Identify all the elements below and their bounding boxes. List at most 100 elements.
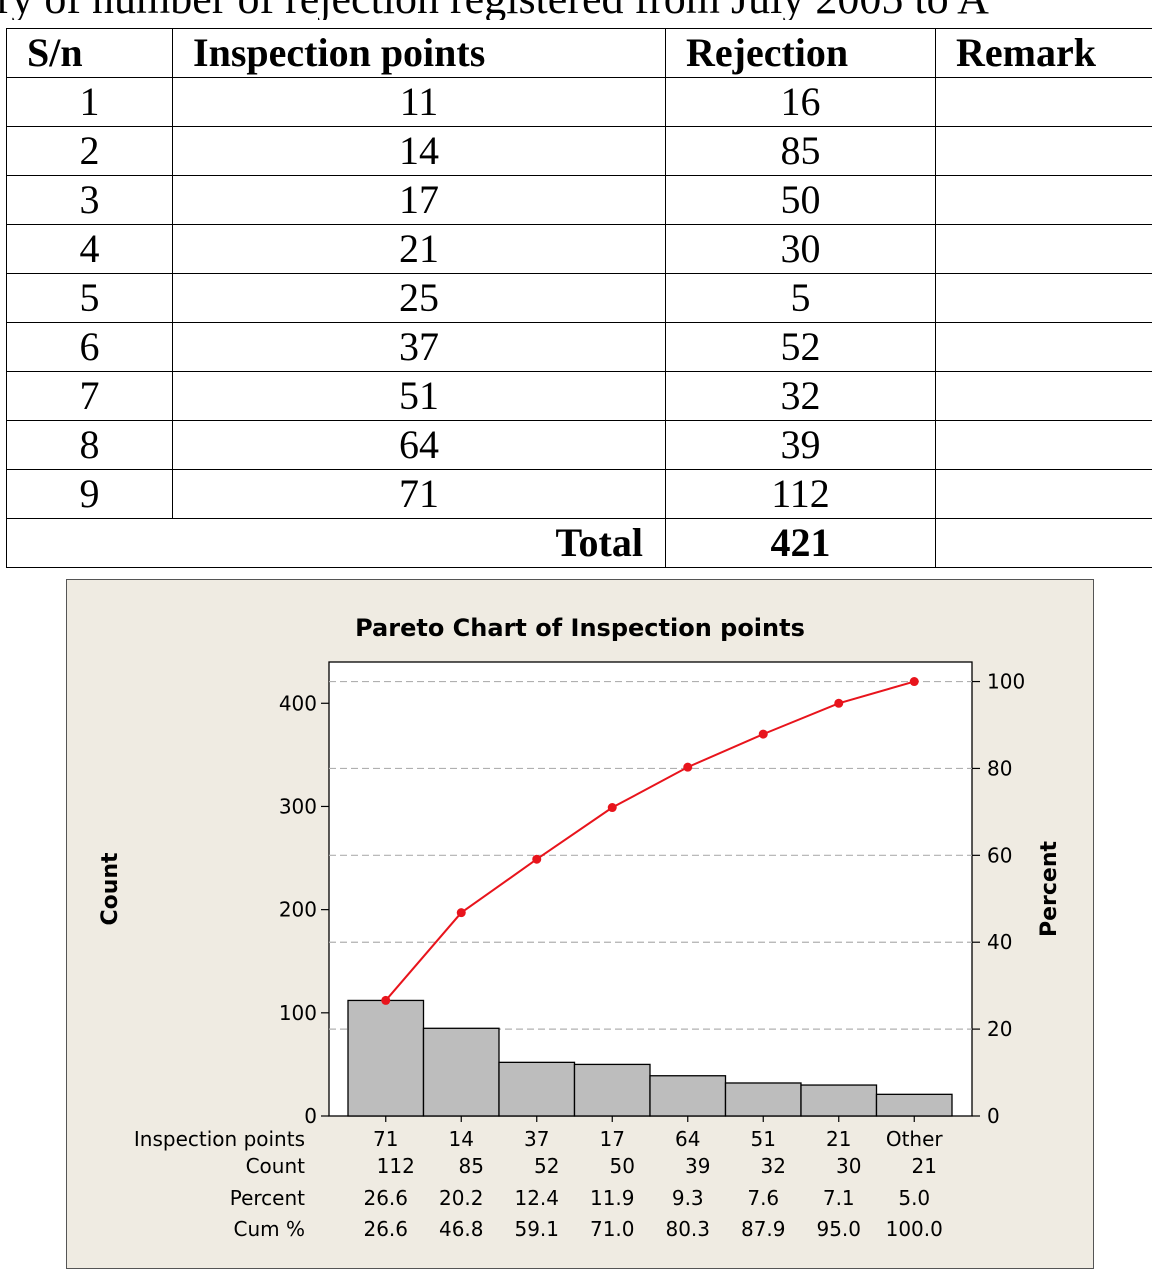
summary-cum-percent-value: 95.0: [816, 1217, 861, 1241]
bar-64: [650, 1076, 726, 1116]
summary-count-value: 85: [459, 1154, 484, 1178]
summary-count-value: 112: [377, 1154, 415, 1178]
cell-remark: [936, 323, 1152, 372]
summary-count-value: 30: [836, 1154, 861, 1178]
cell-sn: 7: [7, 372, 173, 421]
summary-cum-percent-value: 71.0: [590, 1217, 635, 1241]
cell-remark: [936, 421, 1152, 470]
summary-cum-percent-value: 80.3: [665, 1217, 710, 1241]
x-axis-category-label: 71: [373, 1127, 398, 1151]
cell-remark: [936, 470, 1152, 519]
cell-rejection: 16: [666, 78, 936, 127]
percent-axis-tick-label: 20: [987, 1017, 1012, 1041]
summary-cum-percent-value: 100.0: [886, 1217, 943, 1241]
summary-row-label: Cum %: [234, 1217, 305, 1241]
cell-sn: 4: [7, 225, 173, 274]
cumulative-point-64: [683, 763, 692, 772]
cell-sn: 8: [7, 421, 173, 470]
count-axis-tick-label: 200: [279, 898, 317, 922]
summary-row-label: Percent: [230, 1186, 305, 1210]
cell-rejection: 50: [666, 176, 936, 225]
summary-percent-value: 5.0: [898, 1186, 930, 1210]
chart-title: Pareto Chart of Inspection points: [355, 614, 805, 642]
header-remark: Remark: [936, 29, 1152, 78]
bar-17: [575, 1064, 651, 1116]
bar-37: [499, 1062, 575, 1116]
table-caption: lery of number of rejection registered f…: [0, 0, 1152, 20]
count-axis-tick-label: 400: [279, 691, 317, 715]
total-remark: [936, 519, 1152, 568]
total-label: Total: [7, 519, 666, 568]
cell-inspection-point: 37: [173, 323, 666, 372]
percent-axis-tick-label: 100: [987, 670, 1025, 694]
count-axis-label: Count: [98, 852, 123, 926]
percent-axis-tick-label: 60: [987, 843, 1012, 867]
bar-71: [348, 1000, 424, 1116]
cell-inspection-point: 25: [173, 274, 666, 323]
bar-21: [801, 1085, 877, 1116]
summary-percent-value: 7.6: [747, 1186, 779, 1210]
cell-remark: [936, 127, 1152, 176]
summary-percent-value: 26.6: [363, 1186, 408, 1210]
summary-percent-value: 7.1: [823, 1186, 855, 1210]
x-axis-category-label: 51: [751, 1127, 776, 1151]
cumulative-point-51: [759, 730, 768, 739]
cell-rejection: 39: [666, 421, 936, 470]
cell-inspection-point: 21: [173, 225, 666, 274]
cumulative-point-37: [532, 855, 541, 864]
cell-sn: 9: [7, 470, 173, 519]
cell-inspection-point: 71: [173, 470, 666, 519]
cell-inspection-point: 51: [173, 372, 666, 421]
cell-remark: [936, 78, 1152, 127]
cumulative-point-Other: [910, 677, 919, 686]
summary-percent-value: 11.9: [590, 1186, 635, 1210]
cumulative-point-14: [457, 908, 466, 917]
summary-count-value: 50: [610, 1154, 635, 1178]
count-axis-tick-label: 100: [279, 1001, 317, 1025]
pareto-chart: Pareto Chart of Inspection points0100200…: [67, 580, 1095, 1270]
count-axis-tick-label: 300: [279, 794, 317, 818]
header-rejection: Rejection: [666, 29, 936, 78]
cumulative-point-17: [608, 803, 617, 812]
summary-count-value: 21: [912, 1154, 937, 1178]
total-value: 421: [666, 519, 936, 568]
percent-axis-tick-label: 80: [987, 756, 1012, 780]
summary-count-value: 52: [534, 1154, 559, 1178]
x-axis-category-label: 64: [675, 1127, 700, 1151]
summary-percent-value: 20.2: [439, 1186, 484, 1210]
bar-14: [424, 1028, 500, 1116]
cell-rejection: 32: [666, 372, 936, 421]
rejection-table: S/n Inspection points Rejection Remark 1…: [6, 28, 1152, 568]
percent-axis-tick-label: 0: [987, 1104, 1000, 1128]
count-axis-tick-label: 0: [304, 1104, 317, 1128]
header-sn: S/n: [7, 29, 173, 78]
summary-row-label: Inspection points: [134, 1127, 305, 1151]
cell-remark: [936, 176, 1152, 225]
summary-row-label: Count: [246, 1154, 306, 1178]
x-axis-category-label: 21: [826, 1127, 851, 1151]
table-header-row: S/n Inspection points Rejection Remark: [7, 29, 1152, 78]
cell-remark: [936, 225, 1152, 274]
cell-remark: [936, 274, 1152, 323]
summary-percent-value: 9.3: [672, 1186, 704, 1210]
cell-inspection-point: 11: [173, 78, 666, 127]
cell-sn: 3: [7, 176, 173, 225]
cell-inspection-point: 17: [173, 176, 666, 225]
total-row: Total 421: [7, 519, 1152, 568]
cell-rejection: 85: [666, 127, 936, 176]
summary-cum-percent-value: 26.6: [363, 1217, 408, 1241]
percent-axis-label: Percent: [1037, 841, 1062, 938]
cell-sn: 2: [7, 127, 173, 176]
cell-rejection: 5: [666, 274, 936, 323]
cell-rejection: 52: [666, 323, 936, 372]
